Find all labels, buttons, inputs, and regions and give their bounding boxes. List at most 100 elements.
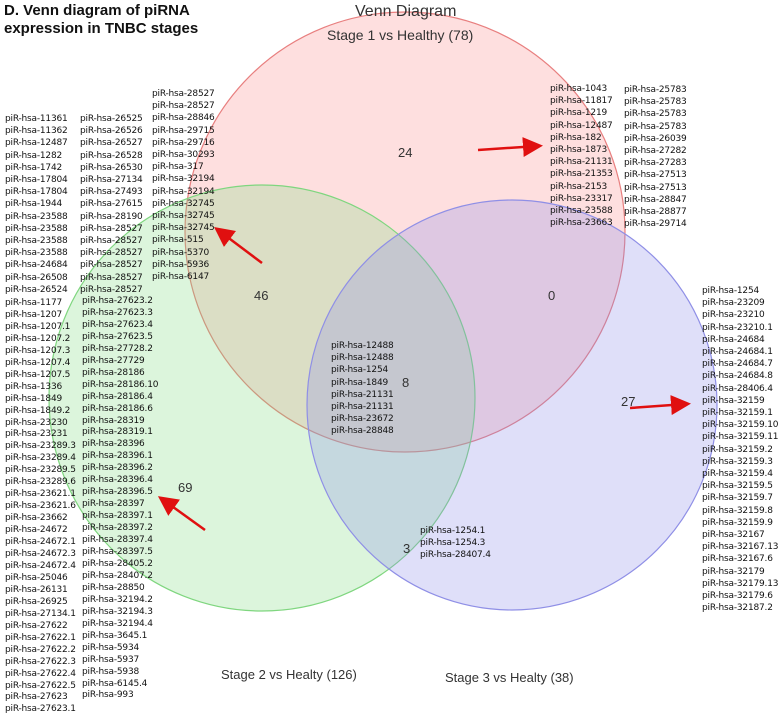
gene-id: piR-hsa-27623 xyxy=(5,692,68,703)
gene-id: piR-hsa-28407.4 xyxy=(420,550,491,561)
gene-id: piR-hsa-26524 xyxy=(5,284,68,295)
gene-id: piR-hsa-32179 xyxy=(702,566,765,577)
gene-list-stage2-only: piR-hsa-1177 piR-hsa-1207 piR-hsa-1207.1 pi… xyxy=(5,298,76,716)
gene-id: piR-hsa-23588 xyxy=(5,248,68,259)
count-all: 8 xyxy=(402,375,410,390)
gene-id: piR-hsa-28186.4 xyxy=(82,391,153,402)
gene-id: piR-hsa-27513 xyxy=(624,182,687,193)
gene-id: piR-hsa-28397.1 xyxy=(82,511,153,522)
gene-id: piR-hsa-26039 xyxy=(624,133,687,144)
gene-id: piR-hsa-32179.6 xyxy=(702,591,773,602)
gene-id: piR-hsa-1177 xyxy=(5,298,63,308)
gene-id: piR-hsa-26530 xyxy=(80,162,143,173)
gene-id: piR-hsa-28396.5 xyxy=(82,487,153,498)
gene-id: piR-hsa-3645.1 xyxy=(82,630,148,641)
gene-id: piR-hsa-27622 xyxy=(5,620,68,631)
arrow-icon xyxy=(477,137,543,157)
gene-id: piR-hsa-28396.2 xyxy=(82,463,153,474)
gene-id: piR-hsa-29716 xyxy=(152,137,215,148)
gene-id: piR-hsa-27623.3 xyxy=(82,307,153,318)
gene-id: piR-hsa-28319.1 xyxy=(82,427,153,438)
gene-id: piR-hsa-24684 xyxy=(5,260,68,271)
gene-id: piR-hsa-26528 xyxy=(80,150,143,161)
gene-id: piR-hsa-12488 xyxy=(331,341,394,351)
gene-id: piR-hsa-182 xyxy=(550,132,602,143)
gene-id: piR-hsa-25046 xyxy=(5,572,68,583)
gene-id: piR-hsa-27729 xyxy=(82,355,145,366)
set-label-stage1: Stage 1 vs Healthy (78) xyxy=(327,27,474,43)
gene-id: piR-hsa-23210 xyxy=(702,310,765,321)
gene-id: piR-hsa-27493 xyxy=(80,187,143,198)
arrow-icon xyxy=(629,395,691,416)
gene-id: piR-hsa-28396 xyxy=(82,439,145,450)
gene-id: piR-hsa-23289.3 xyxy=(5,441,76,452)
gene-id: piR-hsa-32159.4 xyxy=(702,469,773,480)
gene-id: piR-hsa-27622.2 xyxy=(5,644,76,655)
gene-id: piR-hsa-28319 xyxy=(82,415,145,426)
gene-id: piR-hsa-32159.5 xyxy=(702,481,773,492)
gene-id: piR-hsa-28186 xyxy=(82,367,145,378)
gene-id: piR-hsa-27622.5 xyxy=(5,680,76,691)
set-label-stage3: Stage 3 vs Healty (38) xyxy=(445,670,574,685)
gene-id: piR-hsa-27283 xyxy=(624,158,687,169)
gene-id: piR-hsa-1254.3 xyxy=(420,538,486,549)
gene-id: piR-hsa-26131 xyxy=(5,584,68,595)
gene-id: piR-hsa-26925 xyxy=(5,596,68,607)
gene-id: piR-hsa-28527 xyxy=(80,236,143,247)
gene-id: piR-hsa-27134 xyxy=(80,175,143,186)
gene-list-stage1-stage2: piR-hsa-11361 piR-hsa-11362 piR-hsa-12487 p… xyxy=(5,113,68,296)
gene-id: piR-hsa-32159.3 xyxy=(702,456,773,467)
gene-id: piR-hsa-21131 xyxy=(331,402,394,413)
gene-id: piR-hsa-1944 xyxy=(5,199,63,210)
figure-title: D. Venn diagram of piRNA expression in TN… xyxy=(4,2,198,38)
gene-id: piR-hsa-28527 xyxy=(80,248,143,259)
gene-id: piR-hsa-23317 xyxy=(550,193,613,204)
gene-id: piR-hsa-5370 xyxy=(152,247,210,258)
gene-id: piR-hsa-29715 xyxy=(152,125,215,136)
gene-id: piR-hsa-24672 xyxy=(5,525,68,536)
gene-id: piR-hsa-23289.6 xyxy=(5,477,76,488)
gene-id: piR-hsa-515 xyxy=(152,235,204,246)
gene-id: piR-hsa-21353 xyxy=(550,169,613,180)
gene-list-stage3-only: piR-hsa-1254 piR-hsa-23209 piR-hsa-23210 pi… xyxy=(702,285,778,614)
gene-id: piR-hsa-27615 xyxy=(80,199,143,210)
gene-id: piR-hsa-1207 xyxy=(5,309,63,320)
gene-id: piR-hsa-28407.2 xyxy=(82,570,153,581)
gene-id: piR-hsa-27622.4 xyxy=(5,668,76,679)
gene-id: piR-hsa-28527 xyxy=(80,260,143,271)
gene-id: piR-hsa-26527 xyxy=(80,138,143,149)
gene-id: piR-hsa-32167.13 xyxy=(702,542,778,553)
gene-id: piR-hsa-27623.5 xyxy=(82,331,153,342)
gene-id: piR-hsa-28406.4 xyxy=(702,383,773,394)
gene-id: piR-hsa-24684 xyxy=(702,334,765,345)
gene-id: piR-hsa-28186.10 xyxy=(82,379,159,390)
gene-id: piR-hsa-1873 xyxy=(550,145,608,156)
gene-id: piR-hsa-11362 xyxy=(5,126,68,137)
gene-id: piR-hsa-23210.1 xyxy=(702,322,773,333)
gene-id: piR-hsa-23672 xyxy=(331,414,394,425)
gene-id: piR-hsa-28186.6 xyxy=(82,403,153,414)
gene-id: piR-hsa-32745 xyxy=(152,223,215,234)
gene-id: piR-hsa-26526 xyxy=(80,126,143,137)
gene-id: piR-hsa-23289.5 xyxy=(5,465,76,476)
gene-id: piR-hsa-24672.4 xyxy=(5,560,76,571)
count-stage3-only: 27 xyxy=(621,394,636,409)
gene-id: piR-hsa-27623.1 xyxy=(5,704,76,715)
gene-id: piR-hsa-1336 xyxy=(5,381,63,392)
gene-id: piR-hsa-32194.4 xyxy=(82,618,153,629)
gene-id: piR-hsa-12487 xyxy=(550,120,613,131)
gene-id: piR-hsa-27623.2 xyxy=(82,296,153,306)
gene-id: piR-hsa-11817 xyxy=(550,96,613,107)
gene-id: piR-hsa-1043 xyxy=(550,84,608,94)
count-stage1-only: 24 xyxy=(398,145,413,160)
gene-id: piR-hsa-17804 xyxy=(5,187,68,198)
gene-id: piR-hsa-27623.4 xyxy=(82,319,153,330)
gene-id: piR-hsa-25783 xyxy=(624,109,687,120)
gene-id: piR-hsa-32159.10 xyxy=(702,420,778,431)
gene-id: piR-hsa-32745 xyxy=(152,198,215,209)
gene-id: piR-hsa-32745 xyxy=(152,211,215,222)
gene-id: piR-hsa-23663 xyxy=(550,218,613,229)
gene-id: piR-hsa-23231 xyxy=(5,429,68,440)
gene-id: piR-hsa-28190 xyxy=(80,211,143,222)
